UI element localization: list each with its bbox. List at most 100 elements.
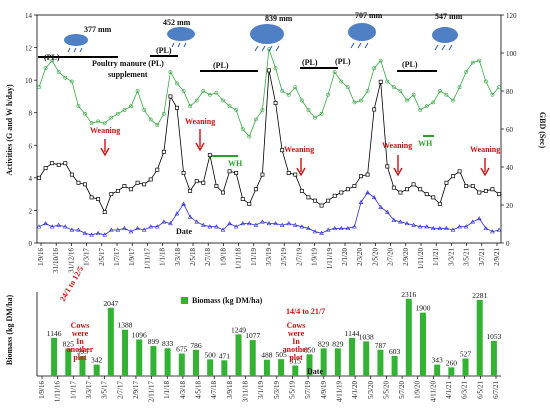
x-tick-label: 1/1/18 xyxy=(163,381,171,399)
data-point xyxy=(391,85,396,90)
data-point xyxy=(332,70,337,74)
data-point xyxy=(306,108,311,112)
data-point xyxy=(148,224,154,229)
data-point xyxy=(352,100,357,105)
y-tick-label: 80 xyxy=(506,88,514,96)
wh-label: WH xyxy=(418,139,433,148)
data-point xyxy=(417,224,423,229)
data-point xyxy=(69,172,74,177)
bar-value-label: 260 xyxy=(446,358,458,367)
biomass-bar xyxy=(292,365,299,376)
biomass-bar xyxy=(278,359,285,376)
pl-label: (PL) xyxy=(213,61,229,70)
data-point xyxy=(122,225,127,231)
data-point xyxy=(384,209,390,214)
x-tick-label: 31/12/16 xyxy=(67,248,75,273)
data-point xyxy=(444,180,449,185)
weaning-label: Weaning xyxy=(382,141,412,150)
data-point xyxy=(299,224,305,229)
svg-text:another: another xyxy=(67,345,94,354)
data-point xyxy=(477,58,482,63)
data-point xyxy=(233,224,239,229)
biomass-bar xyxy=(107,307,114,376)
data-point xyxy=(83,111,87,116)
data-point xyxy=(437,225,443,231)
biomass-bar xyxy=(65,348,72,376)
weaning-arrow xyxy=(195,129,205,152)
data-point xyxy=(214,184,219,188)
x-tick-label: 1/11/17 xyxy=(143,248,151,270)
x-tick-label: 5/7/19 xyxy=(304,381,312,399)
weaning-label: Weaning xyxy=(284,145,314,154)
data-point xyxy=(267,68,271,73)
data-point xyxy=(135,225,140,231)
bar-value-label: 342 xyxy=(91,356,103,365)
biomass-bar xyxy=(490,340,497,376)
x-tick-label: 4/11/19 xyxy=(335,381,343,403)
data-point xyxy=(437,201,442,206)
data-point xyxy=(141,227,147,232)
x-tick-label: 1/9/17 xyxy=(128,248,136,266)
data-point xyxy=(424,104,429,109)
x-tick-label: 6/3/21 xyxy=(461,381,469,399)
data-point xyxy=(76,104,81,109)
biomass-bar xyxy=(391,355,398,376)
data-point xyxy=(240,221,246,226)
data-point xyxy=(359,174,363,179)
pl-label: (PL) xyxy=(335,57,351,66)
x-tick-label: 1/11/16 xyxy=(54,381,62,403)
data-point xyxy=(470,184,475,188)
svg-text:Cows: Cows xyxy=(287,321,306,330)
x-tick-label: 3/9/18 xyxy=(226,381,234,399)
data-point xyxy=(109,115,114,120)
data-point xyxy=(247,134,252,139)
data-point xyxy=(451,98,455,103)
data-point xyxy=(96,197,101,201)
data-point xyxy=(338,225,344,231)
x-tick-label: 2/7/18 xyxy=(204,248,212,266)
data-point xyxy=(63,161,68,166)
x-tick-label: 2/1/20 xyxy=(341,248,349,266)
biomass-bar xyxy=(136,339,143,376)
svg-text:Cows: Cows xyxy=(71,321,90,330)
data-point xyxy=(76,180,81,185)
data-point xyxy=(372,66,377,71)
data-point xyxy=(457,85,462,90)
biomass-bar xyxy=(164,348,171,376)
data-point xyxy=(405,98,409,103)
rain-cloud-icon xyxy=(432,27,458,51)
bar-value-label: 1077 xyxy=(245,331,260,340)
biomass-bar xyxy=(306,354,313,376)
biomass-bar xyxy=(249,340,256,376)
data-point xyxy=(174,211,180,216)
data-point xyxy=(201,180,206,185)
x-tick-label: 1/9/16 xyxy=(38,381,46,399)
data-point xyxy=(95,230,101,235)
bar-value-label: 899 xyxy=(148,337,160,346)
x-tick-label: 31/10/16 xyxy=(52,248,60,273)
data-point xyxy=(108,227,114,232)
data-point xyxy=(280,89,285,93)
data-point xyxy=(312,229,318,234)
data-point xyxy=(115,188,120,193)
data-point xyxy=(299,188,304,193)
data-point xyxy=(418,108,423,112)
data-point xyxy=(483,79,488,84)
data-point xyxy=(142,182,147,187)
bar-value-label: 787 xyxy=(375,341,387,350)
data-point xyxy=(431,100,436,105)
x-tick-label: 6/7/21 xyxy=(492,381,500,399)
data-point xyxy=(115,227,121,232)
legend-label: Biomass (kg DM/ha) xyxy=(192,296,263,305)
x-tick-label: 3/11/18 xyxy=(242,381,250,403)
biomass-bar xyxy=(448,367,455,376)
data-point xyxy=(181,171,186,175)
rainfall-label: 452 mm xyxy=(163,18,191,27)
bar-value-label: 505 xyxy=(275,350,287,359)
y-tick-label: 0 xyxy=(29,240,33,248)
pl-label: (PL) xyxy=(44,53,60,62)
rainfall-label: 547 mm xyxy=(435,12,463,21)
x-tick-label: 2/7/17 xyxy=(116,381,124,399)
data-point xyxy=(365,172,370,177)
bar-value-label: 488 xyxy=(261,351,273,360)
